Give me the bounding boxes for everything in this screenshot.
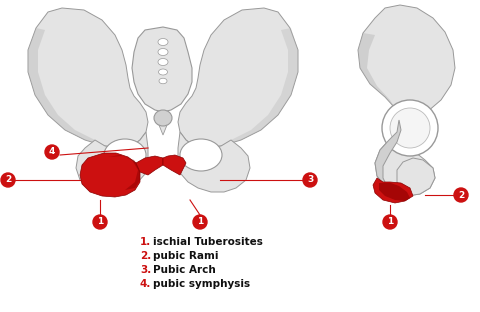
Text: 3: 3 (307, 175, 313, 184)
Ellipse shape (104, 139, 146, 171)
Polygon shape (397, 158, 435, 196)
Polygon shape (375, 120, 401, 196)
Circle shape (45, 145, 59, 159)
Polygon shape (178, 8, 298, 148)
Polygon shape (379, 183, 410, 201)
Ellipse shape (159, 78, 167, 84)
Ellipse shape (180, 139, 222, 171)
Circle shape (303, 173, 317, 187)
Polygon shape (132, 27, 192, 112)
Polygon shape (158, 112, 168, 135)
Circle shape (93, 215, 107, 229)
Text: 2: 2 (5, 175, 11, 184)
Circle shape (383, 215, 397, 229)
Polygon shape (28, 8, 148, 148)
Text: 3.: 3. (140, 265, 151, 275)
Polygon shape (163, 155, 186, 175)
Text: 1: 1 (387, 217, 393, 227)
Polygon shape (358, 33, 395, 108)
Polygon shape (28, 28, 105, 146)
Polygon shape (76, 132, 148, 192)
Polygon shape (373, 178, 413, 203)
Circle shape (390, 108, 430, 148)
Text: 1: 1 (97, 217, 103, 227)
Circle shape (454, 188, 468, 202)
Polygon shape (80, 153, 140, 197)
Ellipse shape (154, 110, 172, 126)
Text: 1: 1 (197, 217, 203, 227)
Text: pubic Rami: pubic Rami (153, 251, 218, 261)
Text: pubic symphysis: pubic symphysis (153, 279, 250, 289)
Text: 1.: 1. (140, 237, 151, 247)
Text: 4: 4 (49, 148, 55, 157)
Polygon shape (221, 28, 298, 146)
Ellipse shape (158, 69, 168, 75)
Polygon shape (108, 155, 140, 190)
Ellipse shape (158, 48, 168, 56)
Text: 2.: 2. (140, 251, 151, 261)
Polygon shape (178, 132, 250, 192)
Text: Pubic Arch: Pubic Arch (153, 265, 216, 275)
Circle shape (1, 173, 15, 187)
Circle shape (193, 215, 207, 229)
Polygon shape (136, 156, 163, 175)
Text: ischial Tuberosites: ischial Tuberosites (153, 237, 263, 247)
Text: 2: 2 (458, 191, 464, 199)
Text: 4.: 4. (140, 279, 151, 289)
Ellipse shape (158, 59, 168, 66)
Polygon shape (358, 5, 455, 196)
Circle shape (382, 100, 438, 156)
Ellipse shape (158, 38, 168, 46)
